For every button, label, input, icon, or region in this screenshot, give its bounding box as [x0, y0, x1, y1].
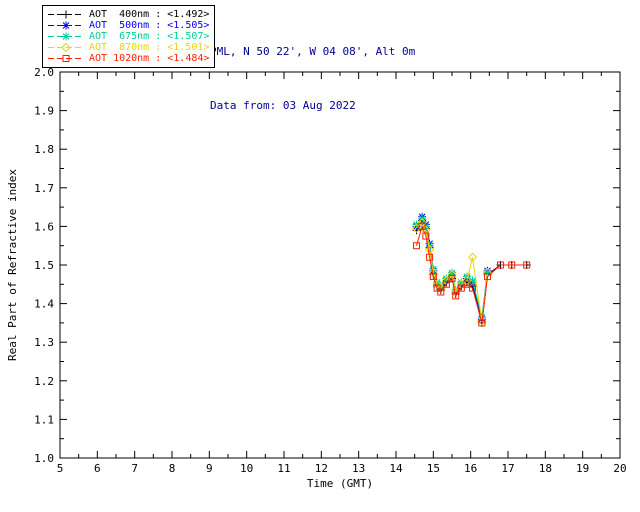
- x-tick-label: 19: [576, 462, 589, 475]
- station-header: PML, N 50 22', W 04 08', Alt 0m Data fro…: [210, 7, 415, 151]
- data-date: Data from: 03 Aug 2022: [210, 99, 356, 112]
- x-tick-label: 11: [277, 462, 290, 475]
- legend-item-label: AOT 400nm : <1.492>: [89, 9, 210, 20]
- x-tick-label: 10: [240, 462, 253, 475]
- y-tick-label: 1.1: [34, 413, 54, 426]
- x-tick-label: 20: [613, 462, 626, 475]
- x-tick-label: 6: [94, 462, 101, 475]
- legend-item-label: AOT 870nm : <1.501>: [89, 42, 210, 53]
- legend-rows: AOT 400nm : <1.492> AOT 500nm : <1.505> AO…: [47, 9, 209, 64]
- y-tick-label: 1.0: [34, 452, 54, 465]
- y-tick-label: 1.6: [34, 220, 54, 233]
- y-tick-label: 1.5: [34, 259, 54, 272]
- legend-line-sample: [48, 21, 84, 30]
- y-tick-label: 1.3: [34, 336, 54, 349]
- legend-item-label: AOT 1020nm : <1.484>: [89, 53, 210, 64]
- x-tick-label: 13: [352, 462, 365, 475]
- legend-line-sample: [48, 32, 84, 41]
- series-aot-1020nm: [413, 222, 531, 327]
- x-tick-label: 17: [501, 462, 514, 475]
- x-tick-label: 18: [539, 462, 552, 475]
- x-tick-label: 14: [389, 462, 403, 475]
- legend-line-sample: [48, 10, 84, 19]
- y-tick-label: 2.0: [34, 66, 54, 79]
- x-tick-label: 5: [57, 462, 64, 475]
- legend-item-870nm: AOT 870nm : <1.501>: [47, 42, 209, 53]
- x-tick-label: 7: [131, 462, 138, 475]
- y-tick-label: 1.8: [34, 143, 54, 156]
- y-tick-label: 1.7: [34, 182, 54, 195]
- station-location: PML, N 50 22', W 04 08', Alt 0m: [210, 45, 416, 58]
- x-axis-label: Time (GMT): [306, 477, 374, 490]
- legend-item-500nm: AOT 500nm : <1.505>: [47, 20, 209, 31]
- legend-item-label: AOT 675nm : <1.507>: [89, 31, 210, 42]
- y-tick-label: 1.4: [34, 298, 54, 311]
- x-tick-label: 16: [464, 462, 477, 475]
- legend-item-1020nm: AOT 1020nm : <1.484>: [47, 53, 209, 64]
- x-tick-label: 9: [206, 462, 213, 475]
- y-tick-label: 1.9: [34, 105, 54, 118]
- legend-item-675nm: AOT 675nm : <1.507>: [47, 31, 209, 42]
- y-axis-label: Real Part of Refractive index: [6, 168, 19, 362]
- legend-box: AOT 400nm : <1.492> AOT 500nm : <1.505> AO…: [42, 5, 216, 68]
- legend-item-label: AOT 500nm : <1.505>: [89, 20, 210, 31]
- legend-item-400nm: AOT 400nm : <1.492>: [47, 9, 209, 20]
- y-tick-label: 1.2: [34, 375, 54, 388]
- legend-line-sample: [48, 55, 84, 62]
- x-tick-label: 8: [169, 462, 176, 475]
- x-tick-label: 12: [315, 462, 328, 475]
- legend-line-sample: [48, 42, 84, 53]
- x-tick-label: 15: [427, 462, 440, 475]
